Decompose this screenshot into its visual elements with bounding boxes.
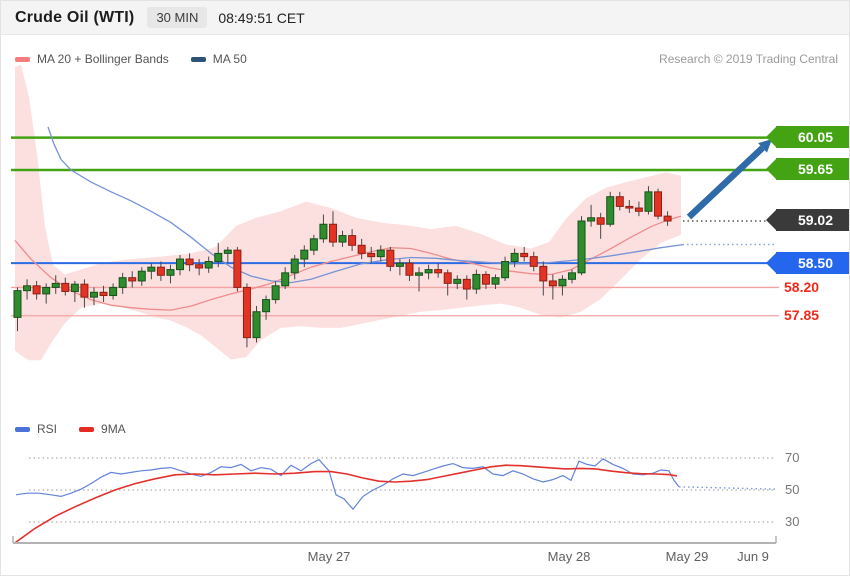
legend-item-rsi: RSI: [15, 422, 57, 436]
legend-label-9ma: 9MA: [101, 422, 126, 436]
nine-ma-swatch: [79, 426, 95, 432]
legend-label-ma50: MA 50: [212, 52, 247, 66]
x-axis-label-may-27: May 27: [307, 549, 351, 564]
support-label-58-20: 58.20: [784, 279, 820, 295]
x-axis-label-may-29: May 29: [665, 549, 709, 564]
instrument-title: Crude Oil (WTI): [15, 8, 135, 26]
resistance-badge-60-05: 60.05: [766, 126, 849, 148]
rsi-tick-30: 30: [785, 514, 800, 529]
legend-item-ma50: MA 50: [190, 52, 247, 66]
main-chart-legend: MA 20 + Bollinger Bands MA 50: [15, 52, 269, 66]
rsi-swatch: [15, 426, 30, 432]
pivot-badge-58-50: 58.50: [766, 252, 849, 274]
last-price-badge-59-02: 59.02: [766, 209, 849, 231]
header-bar: Crude Oil (WTI) 30 MIN 08:49:51 CET: [1, 1, 849, 35]
legend-label-rsi: RSI: [37, 422, 58, 436]
legend-item-ma20-bollinger: MA 20 + Bollinger Bands: [15, 52, 169, 66]
resistance-badge-59-65: 59.65: [766, 158, 849, 180]
research-copyright: Research © 2019 Trading Central: [659, 52, 838, 66]
x-axis-label-jun-9: Jun 9: [737, 549, 769, 564]
ma20-bollinger-swatch: [15, 56, 30, 62]
timeframe-badge[interactable]: 30 MIN: [147, 7, 208, 28]
rsi-tick-50: 50: [785, 482, 800, 497]
ma50-swatch: [190, 56, 206, 62]
quote-time: 08:49:51 CET: [218, 9, 305, 26]
x-axis-label-may-28: May 28: [547, 549, 591, 564]
support-label-57-85: 57.85: [784, 307, 820, 323]
legend-label-ma20: MA 20 + Bollinger Bands: [37, 52, 169, 66]
lower-panel-legend: RSI 9MA: [15, 422, 148, 436]
rsi-tick-70: 70: [785, 450, 800, 465]
legend-item-9ma: 9MA: [79, 422, 126, 436]
